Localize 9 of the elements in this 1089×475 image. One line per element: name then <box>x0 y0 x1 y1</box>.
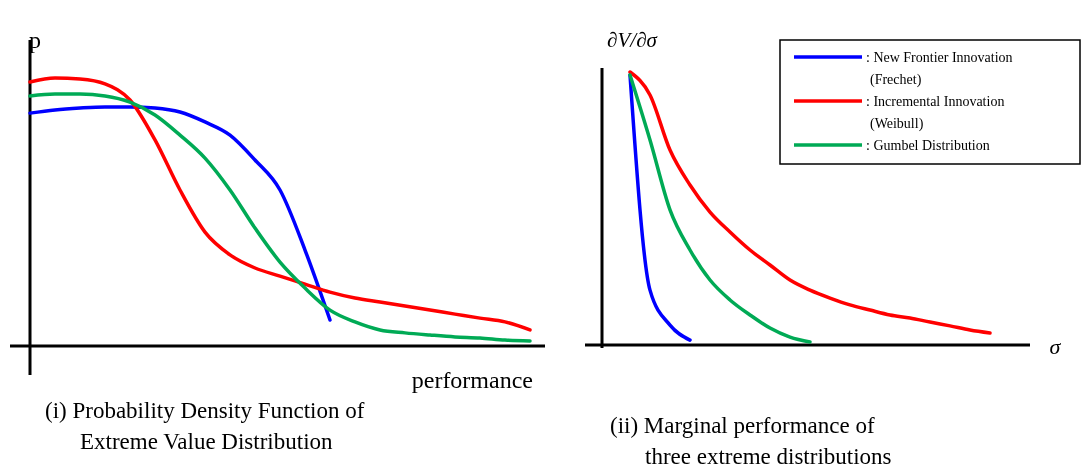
y-axis-title: p <box>29 27 41 53</box>
text: (ii) Marginal performance of three extreme distributions <box>610 413 892 469</box>
y-axis-title: ∂V/∂σ <box>607 28 659 52</box>
x-axis-title: performance <box>411 367 533 393</box>
legend-label: : Gumbel Distribution <box>866 138 990 153</box>
legend-label: : Incremental Innovation (Weibull) <box>866 94 1005 132</box>
text: (i) Probability Density Function of Extreme Value Distribution <box>45 398 365 454</box>
x-axis-title: σ <box>1049 334 1062 359</box>
legend-label: : New Frontier Innovation (Frechet) <box>866 50 1013 88</box>
